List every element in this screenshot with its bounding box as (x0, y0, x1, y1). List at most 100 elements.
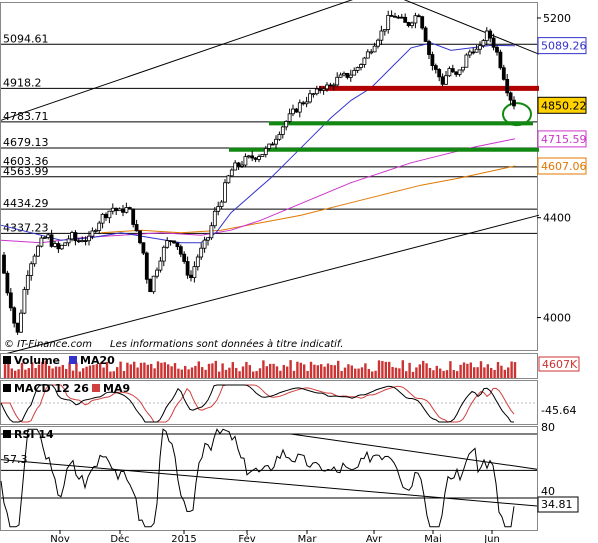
candle-body-23 (80, 240, 85, 242)
volume-bar-19 (68, 362, 71, 378)
month-label-2: 2015 (171, 534, 196, 543)
volume-bar-64 (221, 363, 224, 378)
volume-bar-15 (54, 366, 58, 378)
volume-bar-74 (255, 371, 258, 378)
candle-body-11 (39, 237, 44, 247)
volume-bar-2 (10, 368, 13, 378)
candle-body-101 (345, 72, 350, 78)
badge-box-0 (537, 37, 587, 55)
volume-bars (3, 360, 517, 378)
volume-bar-36 (126, 362, 129, 378)
volume-bar-44 (153, 368, 156, 378)
candle-body-104 (355, 67, 360, 71)
volume-bar-24 (85, 366, 88, 378)
volume-bar-23 (82, 368, 85, 378)
macd-last-value: -45.64 (541, 404, 576, 417)
candle-body-67 (229, 169, 234, 177)
candle-body-82 (280, 126, 285, 135)
volume-bar-140 (479, 361, 483, 378)
volume-bar-17 (61, 364, 64, 378)
level-label-1: 4918.2 (3, 76, 42, 89)
rsi-last-value: 34.81 (541, 498, 573, 511)
candle-body-113 (386, 15, 391, 30)
candle-body-95 (325, 84, 329, 90)
volume-bar-132 (452, 370, 455, 378)
candle-body-97 (331, 84, 336, 87)
candle-body-133 (454, 71, 459, 75)
candle-body-83 (284, 120, 289, 128)
trendline-2 (0, 214, 540, 356)
candle-body-21 (73, 232, 78, 242)
candle-body-36 (124, 207, 129, 213)
volume-bar-32 (112, 371, 115, 378)
volume-bar-82 (282, 364, 285, 378)
price-axis: 4000 4400 5200 (537, 12, 571, 325)
level-label-0: 5094.61 (3, 32, 49, 45)
price-tick-label-1: 4400 (543, 212, 571, 225)
candle-body-28 (97, 222, 102, 231)
candle-body-9 (32, 255, 37, 265)
candle-body-129 (440, 76, 445, 85)
candle-body-84 (287, 113, 292, 122)
volume-bar-150 (513, 362, 517, 378)
volume-bar-45 (156, 361, 160, 378)
candle-body-134 (457, 69, 462, 75)
candle-body-126 (430, 54, 435, 66)
volume-ma20-legend: MA20 (80, 354, 115, 367)
volume-bar-48 (167, 364, 170, 378)
macd-line (0, 384, 515, 423)
volume-bar-53 (184, 365, 187, 378)
candle-body-70 (240, 164, 244, 167)
candle-body-60 (206, 237, 210, 241)
rsi-legend: RSI 14 (14, 428, 54, 441)
volume-bar-56 (194, 365, 197, 378)
candle-body-58 (199, 247, 204, 258)
rsi-axis-tick-80: 80 (541, 421, 555, 434)
volume-bar-100 (343, 367, 347, 378)
volume-bar-101 (347, 364, 350, 378)
candle-body-100 (342, 72, 346, 76)
candle-body-139 (474, 48, 479, 53)
candle-body-91 (311, 93, 316, 96)
candle-body-132 (450, 68, 455, 73)
badge-value-0: 5089.26 (541, 40, 587, 53)
volume-bar-114 (391, 366, 394, 378)
volume-bar-58 (201, 367, 204, 378)
trendline-1 (403, 0, 540, 55)
candle-body-52 (178, 246, 183, 255)
candle-body-38 (131, 208, 136, 225)
candle-body-14 (49, 234, 54, 247)
volume-bar-122 (418, 364, 421, 378)
rsi-panel-frame (0, 426, 538, 531)
candle-body-124 (423, 27, 428, 42)
candle-body-59 (202, 239, 207, 249)
candle-body-107 (365, 51, 370, 59)
volume-bar-124 (425, 363, 428, 378)
volume-bar-119 (408, 362, 411, 378)
candle-body-149 (508, 92, 513, 101)
volume-bar-63 (218, 371, 221, 378)
candle-body-118 (403, 16, 408, 23)
candle-body-94 (321, 88, 326, 91)
candle-body-122 (416, 15, 421, 18)
candle-body-33 (114, 207, 119, 212)
candle-body-99 (338, 74, 343, 78)
volume-bar-6 (24, 369, 27, 378)
volume-bar-138 (473, 367, 476, 378)
moving-averages (0, 42, 516, 244)
volume-bar-71 (245, 361, 248, 378)
volume-bar-77 (265, 366, 268, 378)
volume-bar-9 (34, 367, 37, 378)
candle-body-50 (172, 240, 176, 244)
volume-bar-67 (231, 362, 234, 378)
volume-bar-28 (99, 363, 102, 378)
candle-body-119 (406, 22, 411, 27)
volume-bar-148 (507, 367, 510, 378)
candle-body-127 (433, 65, 438, 70)
volume-bar-73 (252, 371, 255, 378)
volume-bar-139 (476, 367, 479, 378)
candle-body-80 (274, 138, 278, 145)
trendline-0 (0, 0, 353, 121)
volume-bar-41 (143, 362, 146, 378)
